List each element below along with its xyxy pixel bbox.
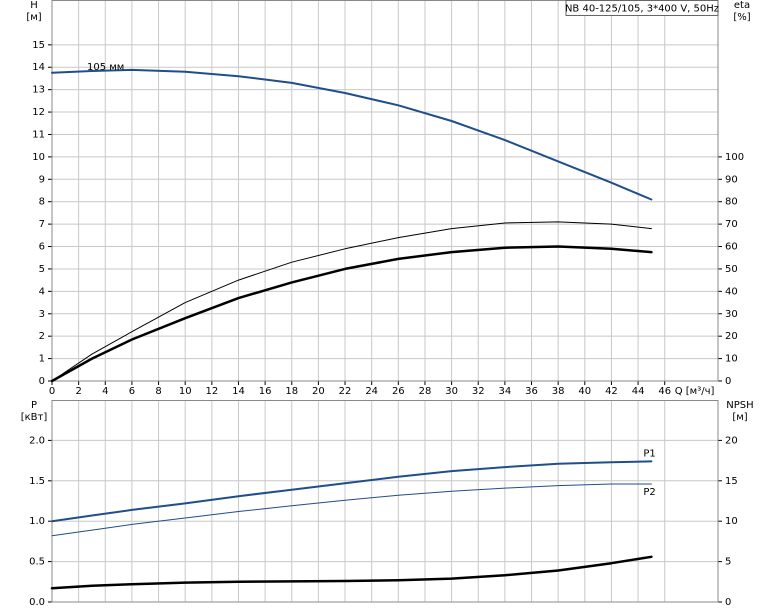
curve (50, 555, 653, 590)
y-axis-label: P (31, 400, 37, 411)
x-tick-label: 36 (525, 386, 538, 397)
y2-axis-label: NPSH (726, 400, 753, 411)
y2-tick-label: 5 (725, 557, 731, 568)
y2-tick-label: 40 (725, 286, 738, 297)
y-tick-label: 0 (39, 376, 45, 387)
y-tick-label: 3 (39, 309, 45, 320)
series-label: P2 (643, 487, 655, 498)
y-tick-label: 13 (32, 85, 45, 96)
y-tick-label: 1.5 (29, 476, 45, 487)
y2-axis-unit: [%] (733, 12, 750, 23)
y2-axis-label: eta (734, 0, 750, 11)
x-tick-label: 4 (102, 386, 108, 397)
curve (51, 221, 652, 382)
y-tick-label: 1.0 (29, 516, 45, 527)
y-tick-label: 9 (39, 174, 45, 185)
y2-tick-label: 50 (725, 264, 738, 275)
x-tick-label: 8 (155, 386, 161, 397)
y-axis-unit: [кВт] (21, 412, 48, 423)
y2-tick-label: 0 (725, 376, 731, 387)
y-tick-label: 8 (39, 197, 45, 208)
y-tick-label: 14 (32, 62, 45, 73)
curve (51, 483, 652, 537)
y2-tick-label: 100 (725, 152, 744, 163)
x-tick-label: 16 (259, 386, 272, 397)
x-tick-label: 26 (392, 386, 405, 397)
plot-frame (51, 400, 719, 603)
x-tick-label: 24 (365, 386, 378, 397)
y-tick-label: 2 (39, 331, 45, 342)
curve (50, 245, 653, 383)
y-tick-label: 2.0 (29, 435, 45, 446)
x-tick-label: 12 (205, 386, 218, 397)
y-tick-label: 10 (32, 152, 45, 163)
y-tick-label: 15 (32, 40, 45, 51)
x-tick-label: 10 (179, 386, 192, 397)
x-tick-label: 18 (285, 386, 298, 397)
series-label: P1 (643, 448, 655, 459)
series-label: 105 мм (87, 62, 124, 73)
x-tick-label: 42 (605, 386, 618, 397)
y-tick-label: 5 (39, 264, 45, 275)
y-tick-label: 0.5 (29, 557, 45, 568)
chart-title: NB 40-125/105, 3*400 V, 50Hz (565, 4, 719, 15)
y2-tick-label: 90 (725, 174, 738, 185)
y2-tick-label: 0 (725, 597, 731, 608)
y2-tick-label: 70 (725, 219, 738, 230)
y2-axis-unit: [м] (732, 412, 747, 423)
x-tick-label: 38 (552, 386, 565, 397)
y2-tick-label: 20 (725, 331, 738, 342)
y2-tick-label: 10 (725, 354, 738, 365)
x-tick-label: 20 (312, 386, 325, 397)
y2-tick-label: 10 (725, 516, 738, 527)
y2-tick-label: 60 (725, 242, 738, 253)
plots: 0123456789101112131415010203040506070809… (21, 0, 754, 608)
x-tick-label: 2 (75, 386, 81, 397)
x-tick-label: 6 (129, 386, 135, 397)
y-tick-label: 7 (39, 219, 45, 230)
y-tick-label: 12 (32, 107, 45, 118)
y2-tick-label: 30 (725, 309, 738, 320)
y-tick-label: 4 (39, 286, 45, 297)
x-tick-label: 0 (49, 386, 55, 397)
y2-tick-label: 80 (725, 197, 738, 208)
y-tick-label: 11 (32, 129, 45, 140)
y-tick-label: 6 (39, 242, 45, 253)
y-axis-unit: [м] (26, 12, 41, 23)
curve (51, 460, 653, 523)
x-tick-label: 30 (445, 386, 458, 397)
x-tick-label: 34 (499, 386, 512, 397)
plot-frame (51, 0, 719, 382)
x-tick-label: 40 (578, 386, 591, 397)
title-box (565, 0, 719, 16)
y-axis-label: H (30, 0, 38, 11)
x-tick-label: 46 (658, 386, 671, 397)
x-tick-label: 14 (232, 386, 245, 397)
y-tick-label: 1 (39, 354, 45, 365)
curve (51, 68, 653, 201)
x-tick-label: 44 (632, 386, 645, 397)
x-tick-label: 28 (419, 386, 432, 397)
x-tick-label: 32 (472, 386, 485, 397)
x-tick-label: 22 (339, 386, 352, 397)
y2-tick-label: 20 (725, 435, 738, 446)
y-tick-label: 0.0 (29, 597, 45, 608)
x-axis-label: Q [м³/ч] (675, 386, 715, 397)
y2-tick-label: 15 (725, 476, 738, 487)
